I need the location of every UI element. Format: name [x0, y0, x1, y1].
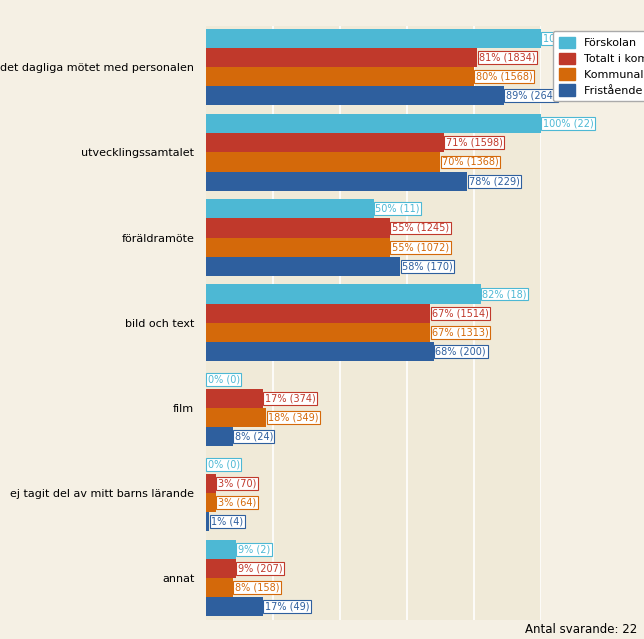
Bar: [206, 304, 430, 323]
Bar: [206, 257, 401, 276]
Text: 3% (70): 3% (70): [218, 479, 256, 488]
Text: 67% (1313): 67% (1313): [432, 327, 489, 337]
Text: 3% (64): 3% (64): [218, 498, 256, 507]
Text: 0% (0): 0% (0): [208, 374, 240, 384]
Bar: [206, 342, 434, 361]
Text: 100% (22): 100% (22): [543, 119, 593, 128]
Text: 8% (158): 8% (158): [234, 583, 279, 593]
Text: 81% (1834): 81% (1834): [479, 52, 536, 63]
Text: 17% (374): 17% (374): [265, 393, 316, 403]
Text: 18% (349): 18% (349): [268, 412, 319, 422]
Bar: [206, 512, 209, 531]
Text: 0% (0): 0% (0): [208, 459, 240, 469]
Bar: [206, 238, 390, 257]
Bar: [206, 114, 541, 134]
Text: 82% (18): 82% (18): [482, 289, 527, 299]
Legend: Förskolan, Totalt i kommunen, Kommunala förskolor, Fristående förskolor: Förskolan, Totalt i kommunen, Kommunala …: [553, 31, 644, 102]
Bar: [206, 474, 216, 493]
Text: 89% (264): 89% (264): [506, 91, 556, 101]
Bar: [206, 284, 480, 304]
Bar: [206, 48, 477, 67]
Bar: [206, 86, 504, 105]
Text: 58% (170): 58% (170): [402, 261, 453, 271]
Bar: [206, 219, 390, 238]
Bar: [206, 493, 216, 512]
Text: Antal svarande: 22: Antal svarande: 22: [526, 623, 638, 636]
Text: 71% (1598): 71% (1598): [446, 138, 502, 148]
Bar: [206, 153, 440, 171]
Text: 8% (24): 8% (24): [234, 431, 273, 442]
Text: 55% (1245): 55% (1245): [392, 223, 449, 233]
Text: 50% (11): 50% (11): [375, 204, 420, 214]
Text: 17% (49): 17% (49): [265, 602, 309, 612]
Text: 55% (1072): 55% (1072): [392, 242, 449, 252]
Bar: [206, 559, 236, 578]
Bar: [206, 597, 263, 617]
Text: 68% (200): 68% (200): [435, 346, 486, 357]
Text: 9% (207): 9% (207): [238, 564, 283, 574]
Bar: [206, 29, 541, 48]
Bar: [206, 427, 233, 446]
Bar: [206, 199, 374, 219]
Bar: [206, 171, 468, 190]
Bar: [206, 578, 233, 597]
Bar: [206, 67, 474, 86]
Text: 100% (22): 100% (22): [543, 34, 593, 43]
Bar: [206, 540, 236, 559]
Text: 9% (2): 9% (2): [238, 544, 270, 555]
Bar: [206, 134, 444, 153]
Text: 1% (4): 1% (4): [211, 517, 243, 527]
Text: 80% (1568): 80% (1568): [476, 72, 533, 82]
Text: 78% (229): 78% (229): [469, 176, 520, 186]
Bar: [206, 323, 430, 342]
Bar: [206, 408, 267, 427]
Text: 70% (1368): 70% (1368): [442, 157, 499, 167]
Text: 67% (1514): 67% (1514): [432, 308, 489, 318]
Bar: [206, 389, 263, 408]
